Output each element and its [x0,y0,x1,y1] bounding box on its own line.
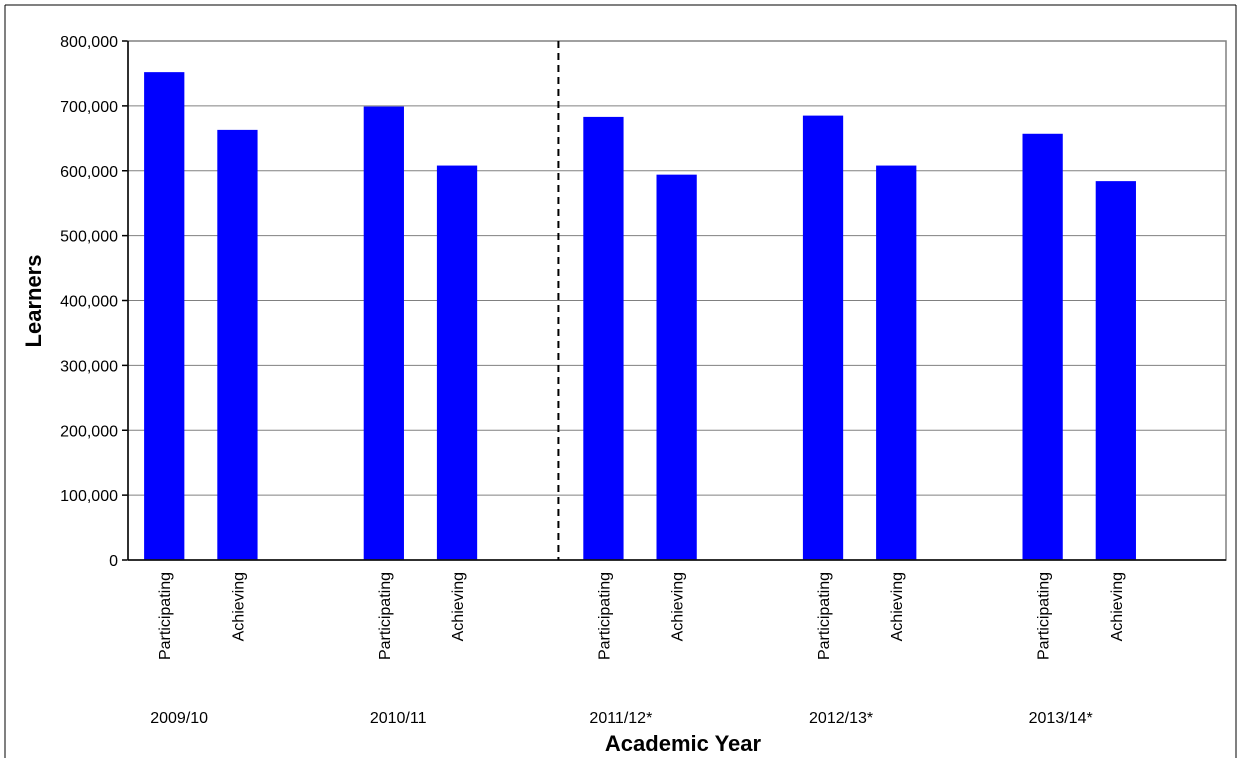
y-tick-labels: 0 100,000 200,000 300,000 400,000 500,000 600,… [60,34,118,570]
bar [583,116,624,560]
category-label: Participating [157,572,174,660]
bar [217,129,258,560]
year-label: 2009/10 [150,710,208,727]
y-tick-label: 200,000 [60,423,118,440]
y-tick-label: 700,000 [60,99,118,116]
bar [363,106,404,561]
bar [1022,133,1063,561]
category-label: Participating [816,572,833,660]
bar [656,174,697,560]
y-tick-label: 800,000 [60,34,118,51]
y-axis-title: Learners [21,255,46,348]
y-tick-label: 500,000 [60,229,118,246]
y-tick-label: 300,000 [60,358,118,375]
x-axis-title: Academic Year [605,731,762,756]
year-label: 2010/11 [370,710,427,727]
category-label: Achieving [230,572,247,641]
y-tick-label: 600,000 [60,164,118,181]
bar [144,72,185,560]
category-labels: Participating Achieving Participating Achie… [157,572,1126,660]
bar [802,115,844,560]
bar [876,165,917,560]
category-label: Achieving [450,572,467,641]
year-label: 2013/14* [1029,710,1093,727]
category-label: Achieving [670,572,687,641]
y-tick-label: 400,000 [60,294,118,311]
category-label: Participating [377,572,394,660]
bar [1095,181,1136,560]
category-label: Achieving [1109,572,1126,641]
bar [436,165,478,560]
y-tick-label: 100,000 [60,488,118,505]
bars [144,72,1136,561]
category-label: Participating [1036,572,1053,660]
year-label: 2011/12* [589,710,652,727]
year-labels: 2009/10 2010/11 2011/12* 2012/13* 2013/14* [150,710,1092,727]
y-tick-label: 0 [109,553,118,570]
category-label: Participating [596,572,613,660]
category-label: Achieving [889,572,906,641]
year-label: 2012/13* [809,710,873,727]
